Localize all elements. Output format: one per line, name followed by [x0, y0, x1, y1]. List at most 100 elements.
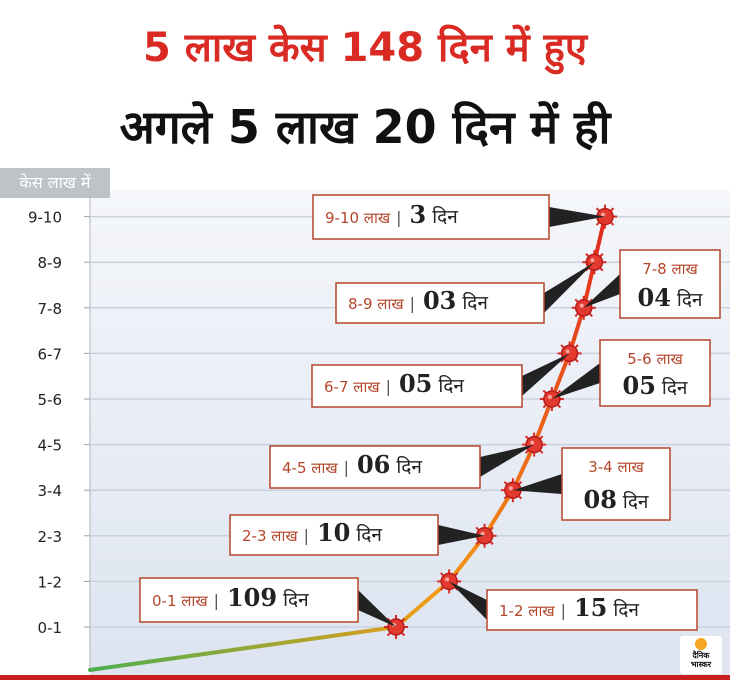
callout-days-unit: दिन: [677, 288, 703, 311]
y-tick-label: 6-7: [38, 345, 63, 363]
callout-text: 9-10 लाख | 3 दिन: [325, 200, 458, 229]
marker-dot: [579, 303, 584, 308]
callout-separator: |: [304, 526, 309, 545]
bottom-rule: [0, 675, 730, 680]
callout-box: [229, 514, 439, 556]
callout-days-unit: दिन: [356, 523, 382, 546]
callout-1: 0-1 लाख | 109 दिन: [139, 577, 396, 627]
y-tick-label: 5-6: [38, 391, 63, 409]
marker-dot: [530, 440, 535, 445]
callout-range: 2-3 लाख: [242, 527, 298, 545]
callout-2: 1-2 लाख | 15 दिन: [449, 581, 698, 631]
marker-dot: [392, 623, 396, 627]
callout-separator: |: [396, 208, 401, 227]
callout-pointer: [449, 581, 487, 620]
callout-box: [139, 577, 359, 623]
callout-8: 7-8 लाख 04 दिन: [583, 249, 721, 319]
callout-9: 8-9 लाख | 03 दिन: [335, 262, 595, 324]
callout-text: 8-9 लाख | 03 दिन: [348, 286, 488, 315]
callout-range: 3-4 लाख: [588, 458, 644, 476]
callout-days-line: 08 दिन: [584, 485, 649, 514]
callout-7: 6-7 लाख | 05 दिन: [311, 353, 570, 408]
callout-4: 3-4 लाख 08 दिन: [512, 447, 671, 521]
callout-box: [335, 282, 545, 324]
callout-range: 5-6 लाख: [627, 350, 683, 368]
callout-range: 4-5 लाख: [282, 459, 338, 477]
callout-days-unit: दिन: [623, 490, 649, 513]
callout-pointer: [512, 474, 562, 494]
y-tick-label: 2-3: [38, 528, 63, 546]
callout-days: 05: [399, 369, 432, 398]
callout-days-unit: दिन: [283, 588, 309, 611]
chart-title: 5 लाख केस 148 दिन में हुए: [143, 25, 587, 71]
callout-days-line: 04 दिन: [638, 283, 703, 312]
callout-5: 4-5 लाख | 06 दिन: [269, 444, 535, 489]
callout-pointer: [549, 207, 605, 227]
callout-6: 5-6 लाख 05 दिन: [551, 339, 711, 407]
brand-logo: दैनिक भास्कर: [680, 636, 722, 674]
callout-days: 05: [623, 371, 656, 400]
y-tick-label: 9-10: [28, 209, 62, 227]
callout-days-unit: दिन: [662, 376, 688, 399]
callout-pointer: [551, 363, 600, 399]
callout-pointer: [480, 444, 535, 477]
callout-range: 0-1 लाख: [152, 592, 208, 610]
y-tick-label: 7-8: [38, 300, 63, 318]
callout-days: 08: [584, 485, 617, 514]
callout-pointer: [522, 353, 570, 396]
callout-separator: |: [561, 601, 566, 620]
callout-text: 6-7 लाख | 05 दिन: [324, 369, 464, 398]
y-tick-label: 3-4: [38, 482, 63, 500]
callout-10: 9-10 लाख | 3 दिन: [312, 194, 605, 240]
y-tick-label: 4-5: [38, 437, 63, 455]
callout-separator: |: [344, 458, 349, 477]
callout-text: 0-1 लाख | 109 दिन: [152, 583, 309, 612]
callout-box: [312, 194, 550, 240]
callout-pointer: [358, 590, 396, 627]
callout-3: 2-3 लाख | 10 दिन: [229, 514, 485, 556]
callout-days-unit: दिन: [438, 374, 464, 397]
callout-pointer: [544, 262, 595, 313]
callout-box: [619, 249, 721, 319]
callout-days-line: 05 दिन: [623, 371, 688, 400]
callout-pointer: [583, 274, 620, 308]
y-tick-label: 0-1: [38, 619, 63, 637]
callout-text: 2-3 लाख | 10 दिन: [242, 518, 382, 547]
callout-range: 8-9 लाख: [348, 295, 404, 313]
marker-dot: [445, 577, 450, 582]
callout-text: 1-2 लाख | 15 दिन: [499, 593, 639, 622]
callout-box: [599, 339, 711, 407]
callout-separator: |: [214, 591, 219, 610]
callout-separator: |: [410, 294, 415, 313]
callout-days: 03: [423, 286, 456, 315]
callout-days: 06: [357, 450, 390, 479]
marker-dot: [590, 258, 595, 263]
callout-days-unit: दिन: [396, 455, 422, 478]
y-tick-label: 8-9: [38, 254, 63, 272]
marker-dot: [565, 349, 570, 354]
callout-box: [561, 447, 671, 521]
callout-box: [486, 589, 698, 631]
marker-dot: [508, 486, 513, 491]
callout-range: 9-10 लाख: [325, 209, 391, 227]
callout-range: 6-7 लाख: [324, 378, 380, 396]
callout-text: 4-5 लाख | 06 दिन: [282, 450, 422, 479]
callout-days: 109: [227, 583, 277, 612]
callout-days-unit: दिन: [613, 598, 639, 621]
callout-range: 1-2 लाख: [499, 602, 555, 620]
callout-days-unit: दिन: [462, 291, 488, 314]
marker-dot: [547, 395, 552, 399]
callout-days: 10: [317, 518, 350, 547]
callout-days: 15: [574, 593, 607, 622]
y-tick-label: 1-2: [38, 573, 63, 591]
callout-box: [269, 445, 481, 489]
callout-separator: |: [386, 377, 391, 396]
marker-dot: [601, 212, 605, 217]
y-axis-label: केस लाख में: [0, 168, 110, 198]
callout-pointer: [438, 525, 485, 545]
callout-box: [311, 364, 523, 408]
callout-days-unit: दिन: [432, 205, 458, 228]
marker-dot: [480, 531, 485, 536]
chart-subtitle: अगले 5 लाख 20 दिन में ही: [119, 100, 611, 154]
